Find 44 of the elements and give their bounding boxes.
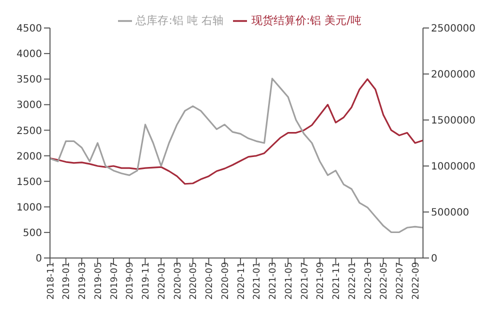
x-tick-label: 2021-11 [332, 262, 342, 300]
y2-tick-label: 500000 [431, 208, 470, 219]
x-tick-label: 2020-07 [205, 262, 216, 300]
x-tick-label: 2020-03 [173, 262, 184, 300]
y-tick-label: 0 [36, 254, 42, 265]
x-tick-label: 2020-05 [189, 262, 200, 300]
x-tick-label: 2020-11 [236, 262, 247, 300]
legend-label: 总库存:铝 吨 右轴 [136, 14, 224, 27]
x-tick-label: 2019-05 [94, 262, 104, 300]
y-tick-label: 2000 [16, 151, 42, 162]
y-tick-label: 500 [22, 228, 42, 239]
x-tick-label: 2019-07 [110, 262, 120, 300]
x-tick-label: 2019-11 [142, 262, 152, 300]
x-tick-label: 2022-09 [411, 262, 422, 300]
x-tick-label: 2022-05 [380, 262, 390, 300]
y2-tick-label: 0 [431, 254, 438, 265]
y2-tick-label: 1500000 [431, 116, 476, 127]
x-tick-label: 2019-03 [78, 262, 88, 300]
x-tick-label: 2019-01 [62, 262, 72, 300]
x-tick-label: 2020-01 [157, 262, 168, 300]
y-tick-label: 1500 [16, 176, 42, 188]
x-tick-label: 2019-09 [126, 262, 136, 300]
y2-tick-label: 2500000 [431, 24, 476, 35]
x-tick-label: 2021-01 [252, 262, 263, 300]
line-series [50, 78, 423, 234]
y-tick-label: 3000 [16, 100, 42, 112]
y-tick-label: 3500 [16, 74, 42, 86]
x-tick-label: 2021-09 [316, 262, 326, 300]
y2-tick-label: 2000000 [431, 70, 476, 81]
legend-label: 现货结算价:铝 美元/吨 [251, 14, 362, 27]
x-tick-label: 2022-01 [348, 262, 358, 300]
x-tick-label: 2021-05 [284, 262, 294, 300]
y-tick-label: 4500 [16, 24, 42, 35]
x-tick-label: 2022-03 [364, 262, 374, 300]
x-tick-label: 2018-11 [46, 262, 56, 300]
x-tick-label: 2022-07 [396, 262, 406, 300]
x-tick-label: 2021-03 [268, 262, 279, 300]
y-tick-label: 4000 [16, 49, 42, 60]
y-tick-label: 2500 [16, 126, 42, 137]
line-series [50, 78, 423, 185]
y2-tick-label: 1000000 [431, 162, 476, 173]
x-tick-label: 2021-07 [300, 262, 310, 300]
y-tick-label: 1000 [16, 202, 42, 214]
x-tick-label: 2020-09 [220, 262, 231, 300]
